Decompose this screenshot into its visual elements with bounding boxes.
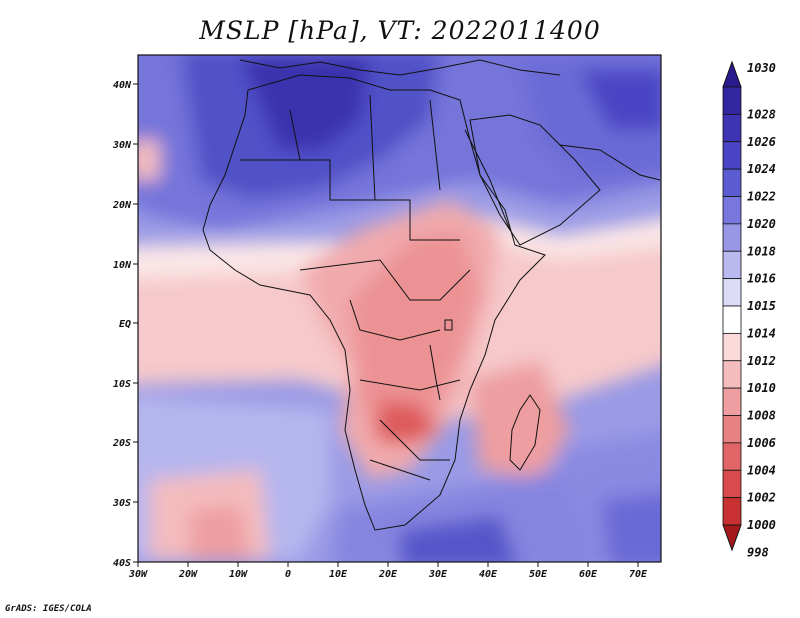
colorbar-cell [722, 86, 742, 115]
plot-frame [137, 54, 662, 563]
colorbar-cell [722, 360, 742, 389]
coastlines [202, 59, 661, 531]
colorbar-cell [722, 196, 742, 225]
lat-tick-label: 20N [112, 200, 132, 211]
lon-tick-label: 40E [479, 569, 498, 580]
colorbar-label: 1012 [747, 354, 776, 368]
colorbar-label: 1026 [747, 135, 776, 149]
lat-tick-label: 40N [113, 80, 132, 91]
map-title: MSLP [hPa], VT: 2022011400 [199, 16, 601, 45]
colorbar-cell [722, 442, 742, 471]
pressure-field [138, 55, 661, 562]
colorbar-label: 1000 [747, 518, 776, 532]
lat-tick-label: EQ [119, 319, 131, 330]
lon-tick-label: 20E [378, 569, 398, 580]
colorbar-cell [722, 223, 742, 252]
colorbar-cell [722, 250, 742, 280]
colorbar-label: 1024 [747, 162, 776, 176]
colorbar-cell [722, 387, 742, 416]
lon-tick-label: 0 [285, 569, 291, 580]
colorbar-cell [722, 332, 742, 362]
colorbar-cell [722, 168, 742, 197]
colorbar-label: 1008 [747, 409, 776, 423]
colorbar-label: 1028 [747, 107, 776, 121]
colorbar-cell [722, 113, 742, 143]
lon-tick-label: 70E [629, 569, 648, 580]
lat-tick-label: 30S [112, 498, 131, 509]
colorbar-cell [722, 278, 742, 307]
colorbar-bottom-arrow [722, 524, 742, 552]
colorbar-label: 1022 [747, 190, 776, 204]
lon-tick-label: 30W [128, 569, 148, 580]
lon-axis: 30W 20W 10W 0 10E 20E 30E 40E 50E 60E 70… [128, 562, 648, 580]
lat-tick-label: 10S [113, 379, 131, 390]
colorbar-cell [722, 469, 742, 499]
colorbar-label: 1020 [747, 217, 776, 231]
lon-tick-label: 10W [229, 569, 248, 580]
colorbar-label: 1010 [747, 381, 776, 395]
colorbar-cell [722, 305, 742, 334]
colorbar-label: 1006 [747, 436, 776, 450]
colorbar-top-arrow [722, 60, 742, 88]
colorbar-label: 1018 [747, 244, 776, 258]
grads-credit: GrADS: IGES/COLA [5, 604, 92, 614]
lat-tick-label: 20S [112, 438, 131, 449]
lon-tick-label: 60E [579, 569, 598, 580]
colorbar-label: 1002 [747, 491, 776, 505]
colorbar-label: 1030 [747, 61, 776, 75]
colorbar-cell [722, 415, 742, 444]
colorbar: 1030 1028 1026 1024 1022 1020 1018 1016 1015 1014… [722, 60, 776, 559]
lat-tick-label: 30N [112, 140, 132, 151]
colorbar-label: 1014 [747, 326, 776, 340]
lon-tick-label: 10E [329, 569, 348, 580]
colorbar-label: 1016 [747, 272, 776, 286]
colorbar-cell [722, 141, 742, 170]
colorbar-label: 1004 [747, 463, 776, 477]
lon-tick-label: 20W [178, 569, 198, 580]
lat-tick-label: 10N [113, 260, 132, 271]
colorbar-label: 998 [747, 545, 769, 559]
lat-tick-label: 40S [113, 558, 131, 569]
lon-tick-label: 30E [428, 569, 448, 580]
colorbar-cell [722, 497, 742, 526]
lat-axis: 40N 30N 20N 10N EQ 10S 20S 30S 40S [112, 80, 138, 569]
lon-tick-label: 50E [529, 569, 548, 580]
colorbar-label: 1015 [747, 299, 776, 313]
